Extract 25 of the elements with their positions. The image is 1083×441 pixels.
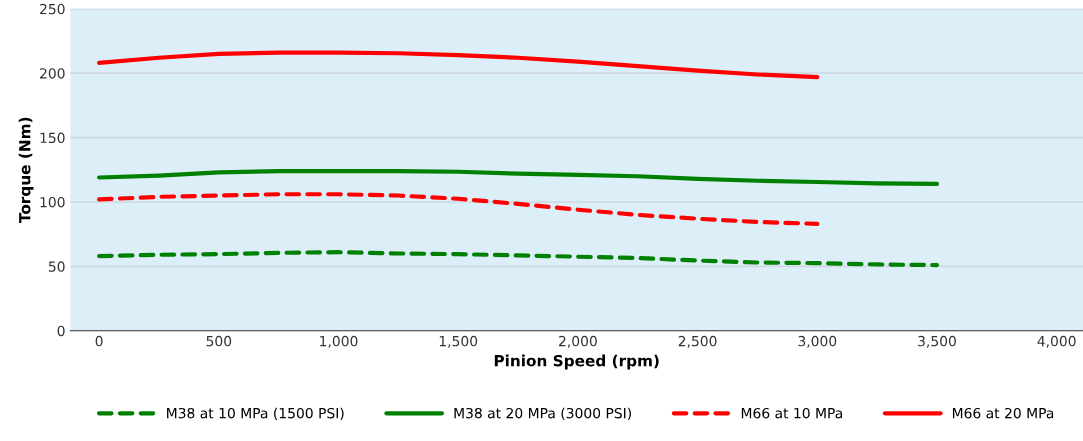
line-series <box>97 168 940 187</box>
y-tick-label: 200 <box>40 68 65 79</box>
x-tick-label: 4,000 <box>1037 335 1076 348</box>
line-series <box>97 250 940 268</box>
x-tick-label: 500 <box>206 335 232 347</box>
line-series <box>97 192 820 226</box>
legend-label: M38 at 20 MPa (3000 PSI) <box>454 407 631 421</box>
x-tick-label: 2,000 <box>559 335 597 348</box>
x-tick-label: 1,000 <box>320 335 358 348</box>
legend-label: M38 at 10 MPa (1500 PSI) <box>167 407 344 421</box>
legend-label: M66 at 20 MPa <box>952 407 1054 419</box>
y-tick-label: 0 <box>57 325 65 337</box>
x-tick-label: 3,500 <box>918 335 956 348</box>
y-tick-label: 50 <box>48 261 65 272</box>
x-tick-label: 2,500 <box>678 335 717 348</box>
x-axis-title: Pinion Speed (rpm) <box>494 354 659 370</box>
line-series <box>97 50 820 80</box>
y-tick-label: 100 <box>40 196 65 208</box>
x-tick-label: 0 <box>95 335 103 347</box>
legend-label: M66 at 10 MPa <box>741 407 843 419</box>
y-tick-label: 150 <box>40 132 65 144</box>
x-tick-label: 1,500 <box>439 335 478 348</box>
y-axis-title: Torque (Nm) <box>18 117 34 224</box>
x-tick-label: 3,000 <box>798 335 837 348</box>
y-tick-label: 250 <box>40 3 65 15</box>
